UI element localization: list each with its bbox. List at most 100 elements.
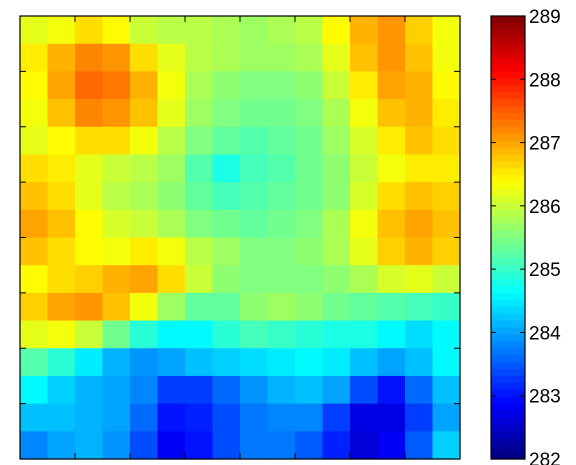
heatmap-cell bbox=[377, 375, 406, 405]
heatmap-cell bbox=[47, 265, 76, 294]
heatmap-cell bbox=[295, 154, 324, 183]
colorbar-segment bbox=[491, 244, 525, 252]
heatmap-cell bbox=[157, 265, 186, 294]
heatmap-cell bbox=[47, 209, 76, 239]
colorbar-segment bbox=[491, 105, 525, 114]
heatmap-cell bbox=[102, 182, 131, 211]
colorbar-segment bbox=[491, 161, 525, 169]
heatmap-cell bbox=[130, 126, 159, 156]
heatmap-cell bbox=[322, 403, 351, 432]
heatmap-cell bbox=[267, 43, 296, 72]
colorbar-segment bbox=[491, 85, 525, 93]
heatmap-cell bbox=[295, 375, 324, 405]
heatmap-cell bbox=[47, 71, 76, 100]
heatmap-cell bbox=[322, 348, 351, 377]
heatmap-cell bbox=[295, 126, 324, 156]
heatmap-cell bbox=[377, 126, 406, 156]
heatmap-cell bbox=[322, 237, 351, 266]
heatmap-cell bbox=[405, 292, 434, 322]
colorbar-segment bbox=[491, 389, 525, 398]
heatmap-cell bbox=[350, 126, 379, 156]
heatmap-cell bbox=[322, 431, 351, 460]
heatmap-cell bbox=[20, 182, 49, 211]
heatmap-cell bbox=[185, 348, 214, 377]
heatmap-cell bbox=[295, 237, 324, 266]
heatmap-cell bbox=[405, 126, 434, 156]
heatmap-cell bbox=[102, 99, 131, 128]
heatmap-cell bbox=[157, 403, 186, 432]
heatmap-cell bbox=[405, 403, 434, 432]
colorbar-segment bbox=[491, 147, 525, 156]
heatmap-cell bbox=[295, 71, 324, 100]
heatmap-cell bbox=[185, 209, 214, 239]
heatmap-cell bbox=[20, 348, 49, 377]
heatmap-cell bbox=[185, 375, 214, 405]
heatmap-cell bbox=[102, 403, 131, 432]
heatmap-cell bbox=[130, 292, 159, 322]
heatmap-cell bbox=[75, 16, 104, 45]
colorbar-segment bbox=[491, 92, 525, 100]
heatmap-cell bbox=[432, 209, 461, 239]
heatmap-cell bbox=[377, 320, 406, 349]
heatmap-cell bbox=[157, 292, 186, 322]
colorbar-segment bbox=[491, 251, 525, 259]
heatmap-cell bbox=[405, 16, 434, 45]
heatmap-cell bbox=[102, 43, 131, 72]
colorbar-tick-label: 289 bbox=[529, 7, 561, 28]
heatmap-cell bbox=[432, 348, 461, 377]
heatmap-cell bbox=[185, 403, 214, 432]
colorbar-segment bbox=[491, 126, 525, 135]
heatmap-cell bbox=[102, 292, 131, 322]
heatmap-cell bbox=[212, 292, 241, 322]
colorbar-segment bbox=[491, 43, 525, 52]
heatmap-cell bbox=[295, 16, 324, 45]
colorbar-segment bbox=[491, 292, 525, 301]
heatmap-cell bbox=[47, 99, 76, 128]
heatmap-cell bbox=[157, 237, 186, 266]
heatmap-cell bbox=[20, 403, 49, 432]
heatmap-cell bbox=[322, 292, 351, 322]
heatmap-cell bbox=[47, 403, 76, 432]
heatmap-cell bbox=[350, 71, 379, 100]
heatmap-cell bbox=[157, 16, 186, 45]
heatmap-cell bbox=[432, 265, 461, 294]
colorbar-segment bbox=[491, 348, 525, 356]
colorbar-segment bbox=[491, 334, 525, 342]
heatmap-cell bbox=[377, 99, 406, 128]
heatmap-cell bbox=[350, 154, 379, 183]
colorbar-segment bbox=[491, 417, 525, 425]
heatmap-cell bbox=[157, 126, 186, 156]
colorbar-tick-label: 282 bbox=[529, 450, 561, 465]
heatmap-cell bbox=[267, 320, 296, 349]
colorbar-segment bbox=[491, 424, 525, 432]
heatmap-cell bbox=[47, 292, 76, 322]
heatmap-cell bbox=[350, 237, 379, 266]
heatmap-cell bbox=[377, 348, 406, 377]
heatmap-cell bbox=[75, 348, 104, 377]
heatmap-cell bbox=[102, 154, 131, 183]
heatmap-cell bbox=[185, 16, 214, 45]
colorbar-segment bbox=[491, 16, 525, 24]
colorbar-frame bbox=[490, 15, 526, 460]
heatmap-cell bbox=[157, 154, 186, 183]
heatmap-cell bbox=[130, 348, 159, 377]
heatmap-cell bbox=[295, 43, 324, 72]
heatmap-cell bbox=[212, 71, 241, 100]
heatmap-cell bbox=[240, 320, 269, 349]
heatmap-cell bbox=[157, 209, 186, 239]
colorbar-segment bbox=[491, 133, 525, 142]
colorbar-tick-label: 284 bbox=[529, 323, 561, 344]
heatmap-cell bbox=[47, 431, 76, 460]
heatmap-cell bbox=[322, 71, 351, 100]
heatmap-cell bbox=[185, 292, 214, 322]
heatmap-cell bbox=[130, 403, 159, 432]
colorbar-segment bbox=[491, 265, 525, 273]
heatmap-cell bbox=[185, 43, 214, 72]
heatmap-plot-area bbox=[20, 16, 461, 460]
heatmap-cell bbox=[377, 43, 406, 72]
heatmap-cell bbox=[102, 209, 131, 239]
heatmap-cell bbox=[75, 320, 104, 349]
colorbar-tick-label: 283 bbox=[529, 387, 561, 408]
heatmap-cell bbox=[240, 182, 269, 211]
